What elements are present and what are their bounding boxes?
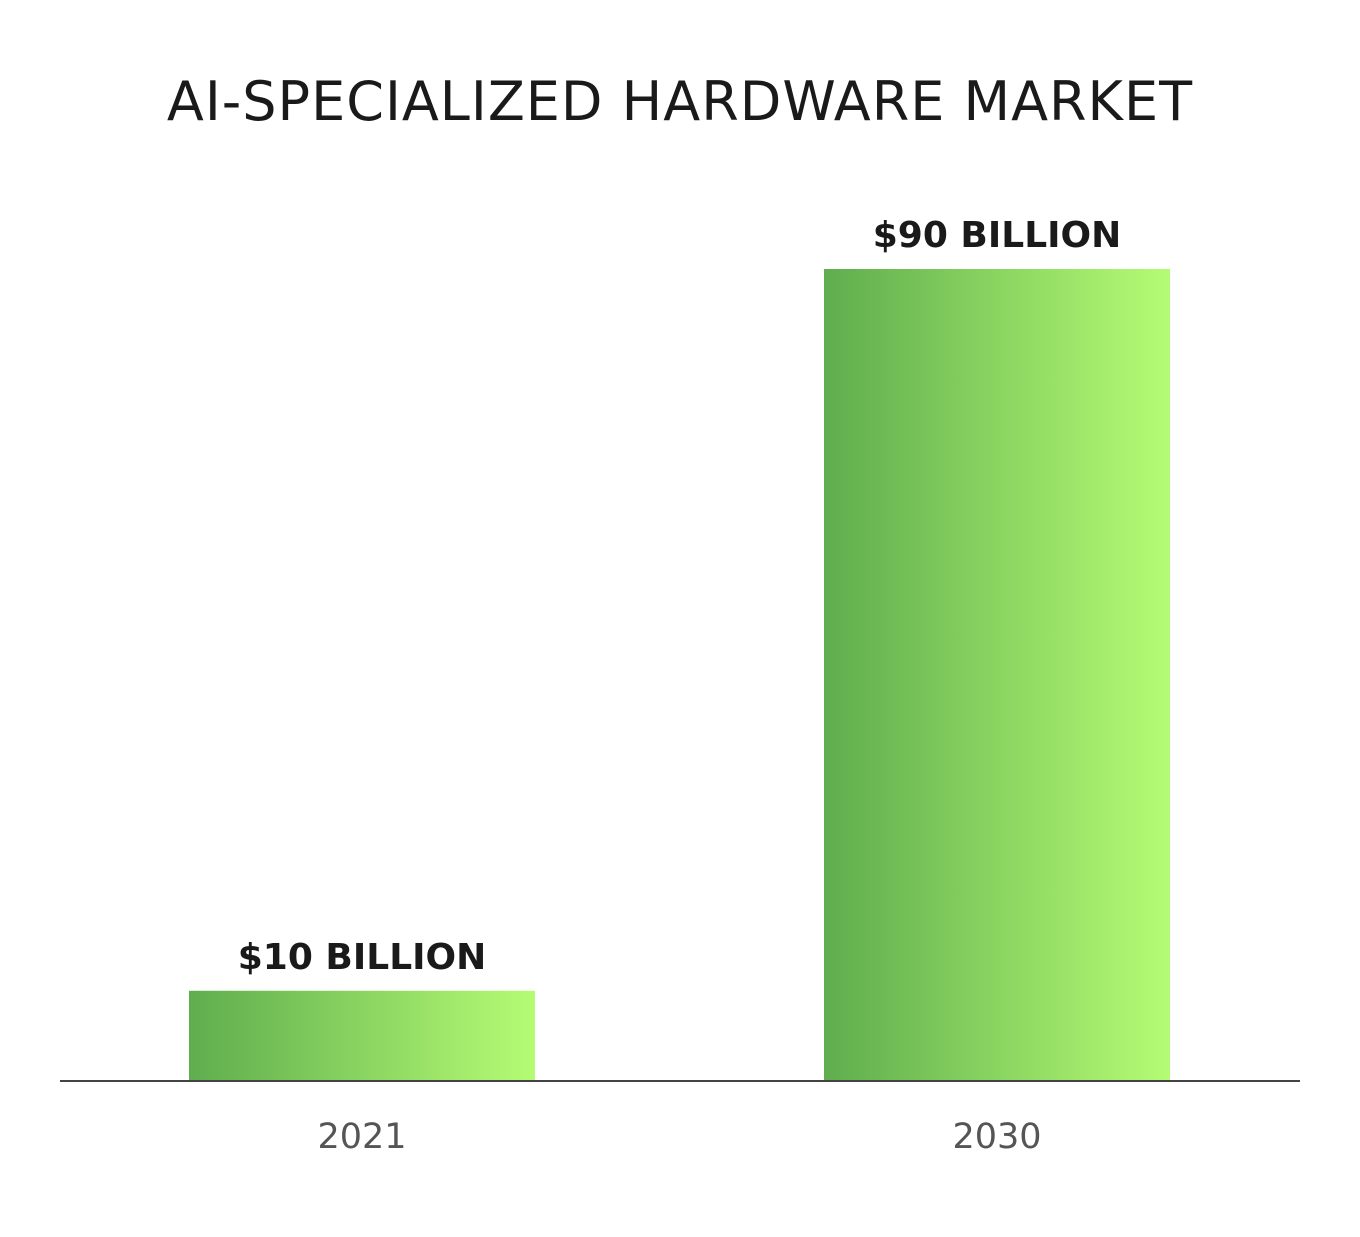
ticks-layer: 2021 2030: [317, 1117, 1041, 1157]
x-tick-label-2021: 2021: [317, 1117, 406, 1157]
bars-layer: [189, 269, 1170, 1081]
data-label-2030: $90 BILLION: [873, 215, 1122, 256]
labels-layer: $10 BILLION $90 BILLION: [238, 215, 1122, 978]
x-tick-label-2030: 2030: [952, 1117, 1041, 1157]
chart-title: AI-SPECIALIZED HARDWARE MARKET: [166, 70, 1194, 133]
bar-2021: [189, 990, 535, 1081]
data-label-2021: $10 BILLION: [238, 937, 487, 978]
bar-2030: [824, 269, 1170, 1081]
